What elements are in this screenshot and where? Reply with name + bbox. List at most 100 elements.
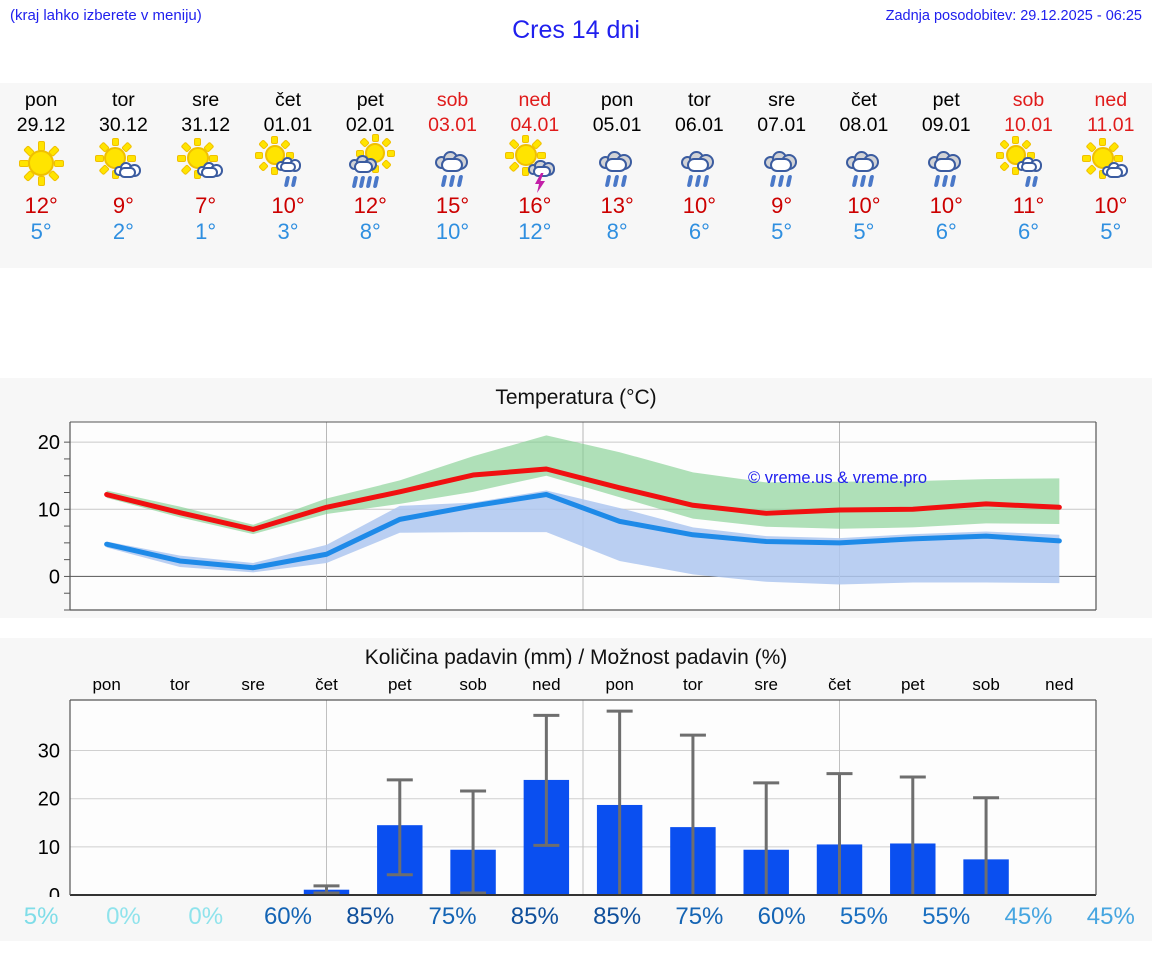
day-min-temp: 5°	[1100, 219, 1122, 244]
temperature-chart-title: Temperatura (°C)	[495, 386, 657, 409]
day-date: 29.12	[16, 114, 66, 136]
precipitation-y-tick-label: 0	[49, 885, 60, 897]
precipitation-probability-value: 0%	[188, 903, 224, 930]
temperature-chart-panel: Temperatura (°C) 0 10 20 © vreme.us & vrem…	[0, 378, 1152, 618]
location-menu-hint: (kraj lahko izberete v meniju)	[10, 7, 202, 24]
day-name: sre	[192, 89, 220, 111]
day-forecast-cell[interactable]: pon 29.12 12° 5°	[0, 83, 82, 268]
precipitation-day-label: sre	[754, 675, 778, 694]
day-min-temp: 6°	[935, 219, 957, 244]
precipitation-probability-value: 75%	[675, 903, 724, 930]
cloud-rain-icon	[586, 140, 648, 188]
cloud-rain-icon	[668, 140, 730, 188]
precipitation-chart-svg: pon tor sre čet pet sob ned pon tor sre čet pet sob n…	[38, 675, 1097, 897]
day-forecast-cell[interactable]: pet 02.01 12° 8°	[329, 83, 411, 268]
precipitation-y-tick-label: 30	[38, 741, 60, 763]
precipitation-day-label: tor	[170, 675, 190, 694]
sun-cloud-thunder-icon	[504, 135, 566, 193]
temperature-y-tick-label: 10	[38, 499, 60, 521]
day-min-temp: 12°	[518, 219, 552, 244]
precipitation-probability-row: 5% 0% 0% 60% 85% 75% 85% 85% 75% 60% 55% 55% 45% 45%	[0, 897, 1152, 941]
day-name: sob	[436, 89, 469, 111]
day-forecast-cell[interactable]: čet 08.01 10° 5°	[823, 83, 905, 268]
last-updated-label: Zadnja posodobitev: 29.12.2025 - 06:25	[885, 8, 1142, 24]
page-footer-spacer	[0, 941, 1152, 975]
day-min-temp: 1°	[195, 219, 217, 244]
day-date: 06.01	[674, 114, 724, 136]
day-forecast-cell[interactable]: sob 10.01 11° 6°	[987, 83, 1069, 268]
day-date: 30.12	[99, 114, 148, 136]
day-max-temp: 11°	[1012, 193, 1045, 218]
day-date: 05.01	[592, 114, 642, 136]
precipitation-day-label: ned	[532, 675, 560, 694]
precipitation-day-label: čet	[315, 675, 338, 694]
day-date: 09.01	[921, 114, 971, 136]
precipitation-day-label: sob	[459, 675, 486, 694]
day-max-temp: 16°	[518, 193, 552, 218]
day-forecast-cell[interactable]: čet 01.01 10° 3°	[247, 83, 329, 268]
day-date: 02.01	[345, 114, 395, 136]
day-date: 03.01	[428, 114, 477, 136]
precipitation-probability-value: 75%	[428, 903, 477, 930]
day-min-temp: 5°	[30, 219, 52, 244]
cloud-rain-icon	[833, 140, 895, 188]
day-max-temp: 15°	[435, 193, 470, 218]
precipitation-day-label: pet	[901, 675, 925, 694]
temperature-chart-svg: 0 10 20	[38, 421, 1097, 611]
day-min-temp: 8°	[606, 219, 628, 244]
day-name: čet	[274, 89, 301, 111]
day-max-temp: 10°	[1094, 193, 1128, 218]
day-forecast-cell[interactable]: tor 06.01 10° 6°	[658, 83, 740, 268]
day-forecast-cell[interactable]: tor 30.12 9° 2°	[82, 83, 164, 268]
day-max-temp: 9°	[771, 193, 793, 218]
day-forecast-cell[interactable]: ned 11.01 10° 5°	[1070, 83, 1152, 268]
precipitation-probability-value: 85%	[593, 903, 642, 930]
day-max-temp: 10°	[271, 193, 305, 218]
day-forecast-cell[interactable]: pet 09.01 10° 6°	[905, 83, 987, 268]
day-max-temp: 10°	[929, 193, 963, 218]
precipitation-day-label: tor	[683, 675, 703, 694]
sun-icon	[10, 140, 72, 188]
precipitation-probability-value: 85%	[346, 903, 395, 930]
sun-cloud-icon	[92, 138, 154, 188]
day-name: sre	[768, 89, 796, 111]
precipitation-day-label: sob	[972, 675, 999, 694]
day-date: 11.01	[1087, 114, 1135, 136]
day-max-temp: 12°	[353, 193, 387, 218]
temperature-y-tick-label: 0	[49, 566, 60, 588]
copyright-label: © vreme.us & vreme.pro	[748, 469, 928, 487]
precipitation-probability-value: 85%	[510, 903, 559, 930]
precipitation-probability-value: 60%	[263, 903, 312, 930]
day-date: 01.01	[263, 114, 313, 136]
day-forecast-cell[interactable]: pon 05.01 13° 8°	[576, 83, 658, 268]
day-forecast-cell[interactable]: ned 04.01 16° 12°	[494, 83, 576, 268]
day-min-temp: 3°	[277, 219, 299, 244]
precipitation-probability-value: 45%	[1086, 903, 1135, 930]
sun-cloud-rain-icon	[997, 136, 1060, 188]
day-forecast-cell[interactable]: sre 07.01 9° 5°	[741, 83, 823, 268]
day-date: 04.01	[510, 114, 560, 136]
cloud-rain-icon	[915, 140, 977, 188]
day-name: sob	[1012, 89, 1045, 111]
precipitation-day-label: pon	[92, 675, 120, 694]
day-min-temp: 8°	[359, 219, 381, 244]
day-max-temp: 7°	[195, 193, 217, 218]
day-forecast-cell[interactable]: sre 31.12 7° 1°	[165, 83, 247, 268]
precipitation-chart-panel: Količina padavin (mm) / Možnost padavin …	[0, 638, 1152, 897]
day-min-temp: 5°	[853, 219, 875, 244]
day-forecast-cell[interactable]: sob 03.01 15° 10°	[411, 83, 493, 268]
day-name: ned	[518, 89, 552, 111]
day-max-temp: 10°	[682, 193, 717, 218]
spacer-above-temperature	[0, 268, 1152, 378]
precipitation-day-label: pet	[388, 675, 412, 694]
precipitation-probability-value: 60%	[757, 903, 806, 930]
precipitation-y-tick-label: 10	[38, 837, 60, 859]
cloud-rain-icon	[422, 140, 484, 188]
sun-cloud-icon	[1080, 138, 1142, 188]
day-date: 31.12	[181, 114, 231, 136]
precipitation-day-label: čet	[828, 675, 851, 694]
sun-cloud-rain-icon	[256, 136, 319, 188]
day-name: čet	[850, 89, 877, 111]
day-name: tor	[688, 89, 711, 111]
